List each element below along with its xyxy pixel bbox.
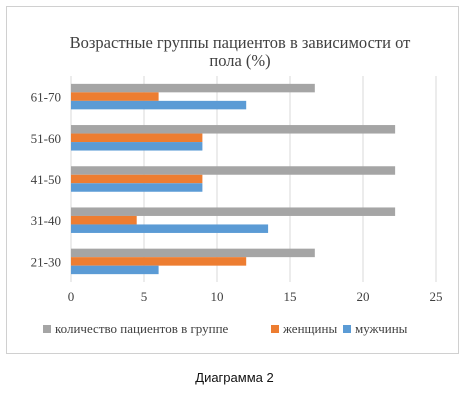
category-label-21-30: 21-30	[31, 254, 61, 269]
bar-1-21-30	[71, 257, 247, 266]
bar-0-41-50	[71, 166, 396, 175]
legend-swatch-2	[343, 325, 351, 333]
x-tick-label-1: 5	[141, 289, 148, 304]
category-label-61-70: 61-70	[31, 90, 61, 105]
category-labels: 21-30 31-40 41-50 51-60 61-70	[31, 90, 61, 270]
bar-0-61-70	[71, 83, 315, 93]
bar-1-41-50	[71, 174, 203, 184]
figure-caption: Диаграмма 2	[195, 370, 274, 385]
bar-2-41-50	[71, 183, 203, 192]
bars	[71, 83, 396, 275]
x-tick-labels: 0 5 10 15 20 25	[68, 289, 443, 304]
legend-label-1: женщины	[282, 321, 337, 336]
gridlines	[70, 76, 437, 282]
bar-2-51-60	[71, 142, 203, 151]
legend-swatch-1	[271, 325, 279, 333]
category-label-51-60: 51-60	[31, 131, 61, 146]
chart-title-line-1: Возрастные группы пациентов в зависимост…	[70, 33, 411, 52]
bar-1-61-70	[71, 92, 159, 101]
legend-label-2: мужчины	[355, 321, 408, 336]
bar-0-51-60	[71, 125, 396, 134]
category-label-41-50: 41-50	[31, 172, 61, 187]
bar-1-31-40	[71, 215, 137, 225]
bar-2-61-70	[71, 100, 247, 110]
x-tick-label-3: 15	[284, 289, 297, 304]
bar-2-21-30	[71, 265, 159, 275]
legend-label-0: количество пациентов в группе	[55, 321, 229, 336]
x-tick-label-2: 10	[211, 289, 224, 304]
chart-title-line-2: пола (%)	[209, 51, 270, 70]
bar-2-31-40	[71, 224, 269, 233]
bar-chart: Возрастные группы пациентов в зависимост…	[31, 33, 443, 336]
bar-0-31-40	[71, 207, 396, 216]
x-tick-label-5: 25	[430, 289, 443, 304]
legend-swatch-0	[43, 325, 51, 333]
x-tick-label-4: 20	[357, 289, 370, 304]
x-tick-label-0: 0	[68, 289, 75, 304]
bar-0-21-30	[71, 248, 315, 258]
category-label-31-40: 31-40	[31, 213, 61, 228]
bar-1-51-60	[71, 133, 203, 143]
legend: количество пациентов в группе женщины мужч…	[43, 321, 408, 336]
